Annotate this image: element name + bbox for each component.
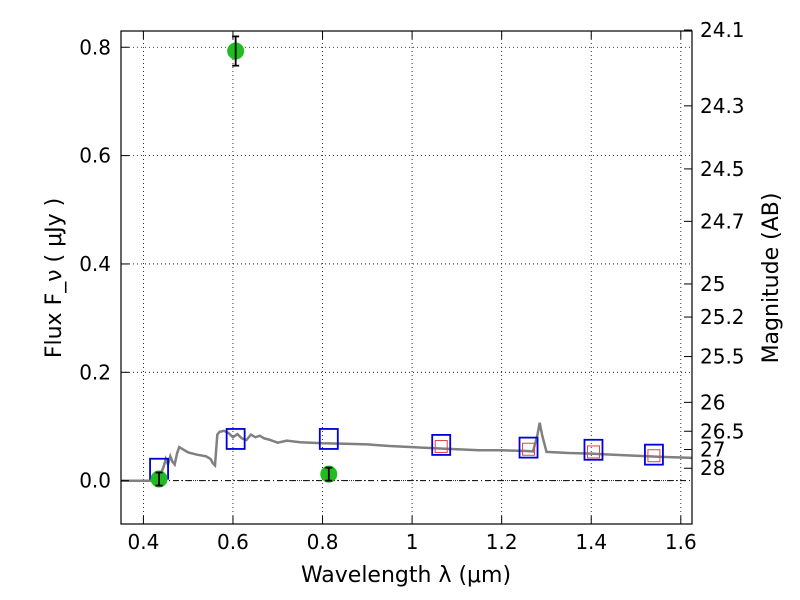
model-box-inner — [586, 445, 600, 459]
mag-tick-label: 25.2 — [700, 305, 745, 329]
y-tick-label: 0.2 — [79, 360, 111, 384]
mag-tick-label: 24.1 — [700, 18, 745, 42]
x-axis-label: Wavelength λ (μm) — [301, 563, 511, 588]
y-tick-label: 0.8 — [79, 35, 111, 59]
mag-tick-label: 28 — [700, 456, 725, 480]
sed-line — [121, 422, 693, 482]
model-box-inner — [434, 440, 448, 454]
observed-photometry — [150, 35, 338, 488]
y-tick-label: 0.6 — [79, 144, 111, 168]
y2-axis-label: Magnitude (AB) — [759, 193, 784, 364]
x-tick-label: 0.4 — [127, 530, 159, 554]
model-box — [583, 438, 604, 461]
y-tick-label: 0.4 — [79, 252, 111, 276]
x-axis-ticks: 0.4 0.6 0.8 1 1.2 1.4 1.6 — [127, 31, 697, 554]
x-tick-label: 0.8 — [307, 530, 339, 554]
grid — [121, 31, 692, 524]
y-tick-label: 0.0 — [79, 469, 111, 493]
model-box — [225, 428, 246, 450]
mag-tick-label: 25.5 — [700, 345, 745, 369]
model-box — [518, 436, 539, 459]
x-tick-label: 1.6 — [665, 530, 697, 554]
y-axis-ticks: 0.0 0.2 0.4 0.6 0.8 — [79, 35, 129, 493]
x-tick-label: 1.2 — [486, 530, 518, 554]
sed-model-curve — [121, 422, 693, 482]
model-box — [431, 434, 452, 456]
mag-tick-label: 24.5 — [700, 157, 745, 181]
model-photometry — [149, 428, 664, 480]
x-tick-label: 1.4 — [575, 530, 607, 554]
x-tick-label: 1 — [406, 530, 419, 554]
mag-tick-label: 27 — [700, 437, 725, 461]
mag-tick-label: 24.7 — [700, 209, 745, 233]
mag-tick-label: 26.5 — [700, 419, 745, 443]
mag-tick-label: 26 — [700, 390, 725, 414]
model-box — [318, 428, 339, 450]
mag-tick-label: 24.3 — [700, 94, 745, 118]
plot-frame — [120, 30, 693, 525]
model-box — [644, 443, 664, 466]
y-axis-label: Flux F_ν ( μJy ) — [42, 198, 67, 358]
mag-tick-label: 25 — [700, 272, 725, 296]
model-box-inner — [522, 442, 536, 456]
x-tick-label: 0.6 — [217, 530, 249, 554]
model-box-inner — [647, 449, 661, 463]
